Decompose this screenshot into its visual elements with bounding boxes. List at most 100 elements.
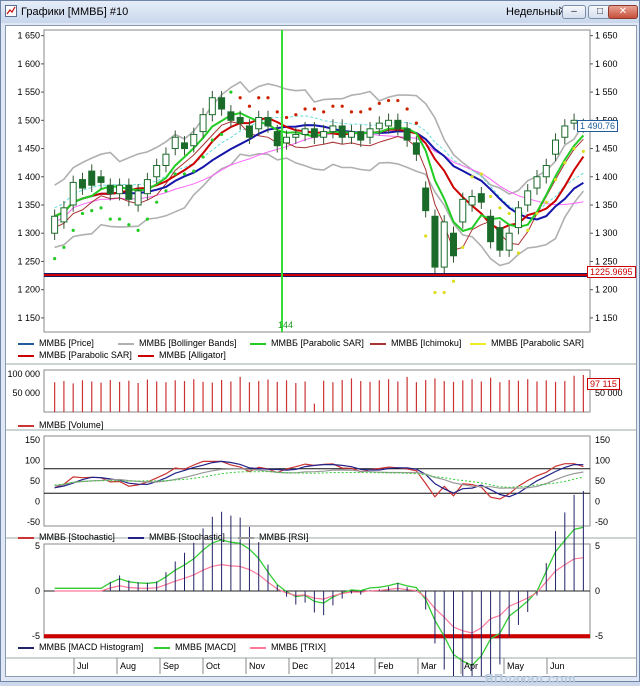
candle-bull	[561, 125, 569, 138]
legend-price-swatch	[18, 342, 34, 345]
title-bar: Графики [ММВБ] #10 Недельный – □ ✕	[1, 1, 639, 23]
price-ytick-label-right: 1 300	[595, 228, 618, 238]
parabolic-sar-dot	[572, 146, 576, 151]
parabolic-sar-dot	[53, 257, 57, 261]
price-ytick-label-left: 1 150	[17, 313, 40, 323]
osc-ytick-right: -50	[595, 517, 608, 527]
legend-bollinger-swatch	[118, 342, 134, 345]
parabolic-sar-dot	[414, 121, 418, 125]
candle-bull	[533, 176, 541, 189]
legend-volume-swatch	[18, 424, 34, 427]
candle-bear	[245, 125, 253, 138]
parabolic-sar-dot	[294, 113, 298, 117]
macd-ytick-left: 5	[35, 541, 40, 551]
candle-bull	[542, 164, 550, 178]
watermark: ЯПлакал.com	[484, 671, 577, 686]
parabolic-sar-dot	[155, 200, 159, 204]
minimize-button[interactable]: –	[562, 5, 586, 19]
candle-bear	[181, 142, 188, 150]
last-price-tag: 1 490.76	[577, 120, 619, 132]
parabolic-sar-dot	[192, 169, 196, 173]
candle-bear	[412, 142, 420, 155]
parabolic-sar-dot	[581, 149, 585, 153]
parabolic-sar-dot	[108, 217, 112, 221]
window-title: Графики [ММВБ] #10	[21, 6, 129, 18]
month-label: Sep	[163, 661, 179, 671]
price-ytick-label-left: 1 550	[17, 87, 40, 97]
parabolic-sar-dot	[247, 104, 252, 108]
legend-ichimoku-swatch	[370, 342, 386, 345]
legend-ichimoku: ММВБ [Ichimoku]	[370, 338, 461, 348]
month-label: Aug	[120, 661, 136, 671]
candle-bear	[78, 179, 86, 189]
stochastic-d	[54, 460, 584, 498]
volume-ytick-100k: 100 000	[7, 369, 40, 379]
parabolic-sar-dot	[442, 290, 446, 295]
month-label: Dec	[292, 661, 309, 671]
parabolic-sar-dot	[535, 211, 539, 216]
legend-stoch-2: ММВБ [Stochastic]	[128, 532, 225, 542]
legend-sar-red-swatch	[18, 354, 34, 357]
legend-macd-hist-swatch	[18, 646, 34, 649]
osc-ytick-left: 150	[25, 435, 40, 445]
month-label: Jul	[77, 661, 89, 671]
osc-ytick-right: 50	[595, 476, 605, 486]
parabolic-sar-dot	[349, 110, 354, 114]
candle-bull	[292, 133, 300, 138]
price-ytick-label-right: 1 250	[595, 256, 618, 266]
price-ytick-label-right: 1 600	[595, 59, 618, 69]
legend-trix: ММВБ [TRIX]	[250, 642, 326, 652]
candle-bull	[60, 207, 68, 223]
candle-bull	[375, 122, 383, 130]
candle-bull	[116, 184, 124, 195]
rsi-line	[54, 468, 584, 489]
parabolic-sar-dot	[229, 90, 233, 94]
candle-bear	[310, 128, 318, 138]
month-label: Apr	[464, 661, 478, 671]
parabolic-sar-dot	[331, 104, 335, 108]
alligator-teeth	[54, 117, 585, 231]
volume-ytick-50k: 50 000	[12, 388, 40, 398]
parabolic-sar-dot	[489, 194, 493, 199]
trix-line	[54, 557, 584, 634]
price-ytick-label-left: 1 400	[17, 172, 40, 182]
osc-ytick-left: 100	[25, 456, 40, 466]
price-ytick-label-left: 1 200	[17, 285, 40, 295]
legend-alligator: ММВБ [Alligator]	[138, 350, 226, 360]
macd-ytick-left: -5	[32, 631, 40, 641]
candle-bull	[385, 119, 393, 127]
parabolic-sar-dot	[368, 107, 372, 111]
parabolic-sar-dot	[80, 211, 85, 216]
month-label: Jun	[550, 661, 565, 671]
parabolic-sar-dot	[238, 96, 242, 100]
price-ytick-label-left: 1 500	[17, 115, 40, 125]
volume-ytick-right: 50 000	[595, 388, 623, 398]
candle-bull	[199, 114, 207, 133]
parabolic-sar-dot	[257, 96, 261, 100]
macd-ytick-right: 5	[595, 541, 600, 551]
candle-bear	[125, 184, 133, 200]
parabolic-sar-dot	[322, 110, 326, 114]
legend-stoch-2-swatch	[128, 536, 144, 539]
parabolic-sar-dot	[117, 217, 122, 221]
legend-sar-green: ММВБ [Parabolic SAR]	[250, 338, 364, 348]
osc-ytick-right: 150	[595, 435, 610, 445]
month-label: Nov	[249, 661, 266, 671]
parabolic-sar-dot	[526, 228, 530, 232]
price-ytick-label-left: 1 600	[17, 59, 40, 69]
legend-price: ММВБ [Price]	[18, 338, 94, 348]
parabolic-sar-dot	[303, 107, 307, 111]
parabolic-sar-dot	[62, 245, 66, 249]
close-button[interactable]: ✕	[608, 5, 638, 19]
parabolic-sar-dot	[136, 228, 140, 232]
candle-bear	[487, 215, 495, 243]
maximize-button[interactable]: □	[588, 5, 612, 19]
price-ytick-label-right: 1 650	[595, 31, 618, 41]
legend-rsi: ММВБ [RSI]	[238, 532, 308, 542]
parabolic-sar-dot	[470, 175, 474, 179]
candle-bear	[496, 227, 504, 251]
period-label[interactable]: Недельный	[506, 6, 565, 18]
